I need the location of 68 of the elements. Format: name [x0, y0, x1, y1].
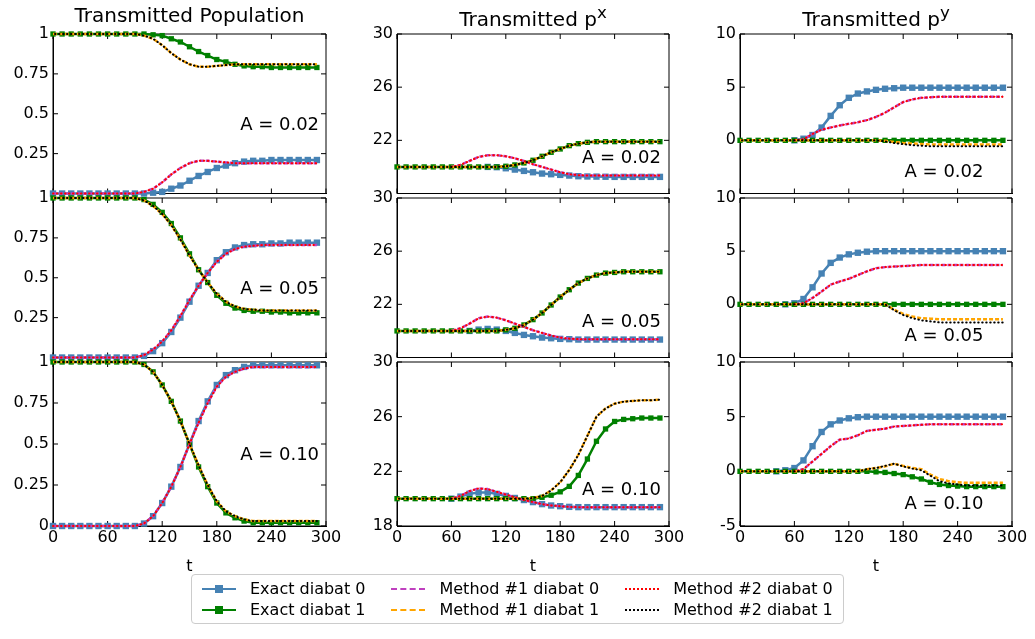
x-axis-title: t — [186, 555, 193, 575]
x-tick-label: 180 — [201, 526, 233, 546]
x-tick-label: 60 — [441, 526, 462, 546]
y-tick-label: 0 — [725, 293, 736, 313]
legend-label: Method #2 diabat 0 — [673, 579, 833, 598]
annotation: A = 0.02 — [240, 112, 320, 134]
y-tick-label: 30 — [372, 187, 393, 207]
legend-label: Method #2 diabat 1 — [673, 600, 833, 619]
x-tick-label: 240 — [599, 526, 630, 546]
y-tick-label: 0.75 — [13, 392, 49, 412]
legend-label: Exact diabat 1 — [250, 600, 366, 619]
chart-title: Transmitted p$^{y}$ — [801, 3, 951, 31]
x-tick-label: 180 — [544, 526, 576, 546]
legend-label: Method #1 diabat 1 — [439, 600, 600, 619]
y-tick-label: 26 — [372, 240, 393, 260]
y-tick-label: 10 — [715, 351, 736, 371]
x-tick-label: 300 — [310, 526, 342, 546]
legend-label: Exact diabat 0 — [250, 579, 366, 598]
x-tick-label: 300 — [996, 526, 1028, 546]
x-tick-label: 300 — [653, 526, 685, 546]
x-tick-label: 60 — [784, 526, 805, 546]
y-tick-label: 0.25 — [13, 306, 49, 326]
y-tick-label: 30 — [372, 23, 393, 43]
chart-title: Transmitted Population — [73, 3, 306, 27]
x-tick-label: 240 — [256, 526, 287, 546]
y-tick-label: 0.5 — [23, 433, 49, 453]
y-tick-label: 0.5 — [23, 266, 49, 286]
y-tick-label: 0.25 — [13, 474, 49, 494]
y-tick-label: 5 — [725, 76, 736, 96]
y-tick-label: 26 — [372, 76, 393, 96]
y-tick-label: 0.5 — [23, 102, 49, 122]
annotation: A = 0.05 — [581, 310, 661, 332]
y-tick-label: 1 — [38, 351, 49, 371]
y-tick-label: 5 — [725, 405, 736, 425]
x-tick-label: 120 — [490, 526, 522, 546]
y-tick-label: 10 — [715, 23, 736, 43]
annotation: A = 0.05 — [240, 276, 320, 298]
y-tick-label: 22 — [372, 293, 393, 313]
annotation: A = 0.05 — [904, 324, 984, 346]
x-tick-label: 180 — [887, 526, 919, 546]
annotation: A = 0.10 — [240, 443, 320, 465]
x-axis-title: t — [872, 555, 880, 575]
y-tick-label: 5 — [725, 240, 736, 260]
y-tick-label: 0 — [725, 129, 736, 149]
x-tick-label: 240 — [942, 526, 973, 546]
x-axis-title: t — [529, 555, 537, 575]
y-tick-label: 18 — [372, 515, 393, 535]
y-tick-label: 0.75 — [13, 63, 49, 83]
y-tick-label: 22 — [372, 129, 393, 149]
x-tick-label: 120 — [146, 526, 178, 546]
y-tick-label: 1 — [38, 23, 49, 43]
y-tick-label: 26 — [372, 405, 393, 425]
chart-title: Transmitted p$^{x}$ — [458, 3, 608, 31]
annotation: A = 0.10 — [581, 477, 661, 499]
y-tick-label: 22 — [372, 460, 393, 480]
legend-label: Method #1 diabat 0 — [439, 579, 600, 598]
y-tick-label: 0.75 — [13, 227, 49, 247]
annotation: A = 0.10 — [904, 492, 984, 514]
x-tick-label: 120 — [833, 526, 865, 546]
y-tick-label: 30 — [372, 351, 393, 371]
x-tick-label: 60 — [97, 526, 118, 546]
annotation: A = 0.02 — [581, 146, 661, 168]
y-tick-label: -5 — [720, 515, 736, 535]
y-tick-label: 0.25 — [13, 142, 49, 162]
y-tick-label: 0 — [725, 460, 736, 480]
y-tick-label: 1 — [38, 187, 49, 207]
y-tick-label: 10 — [715, 187, 736, 207]
annotation: A = 0.02 — [904, 160, 984, 182]
